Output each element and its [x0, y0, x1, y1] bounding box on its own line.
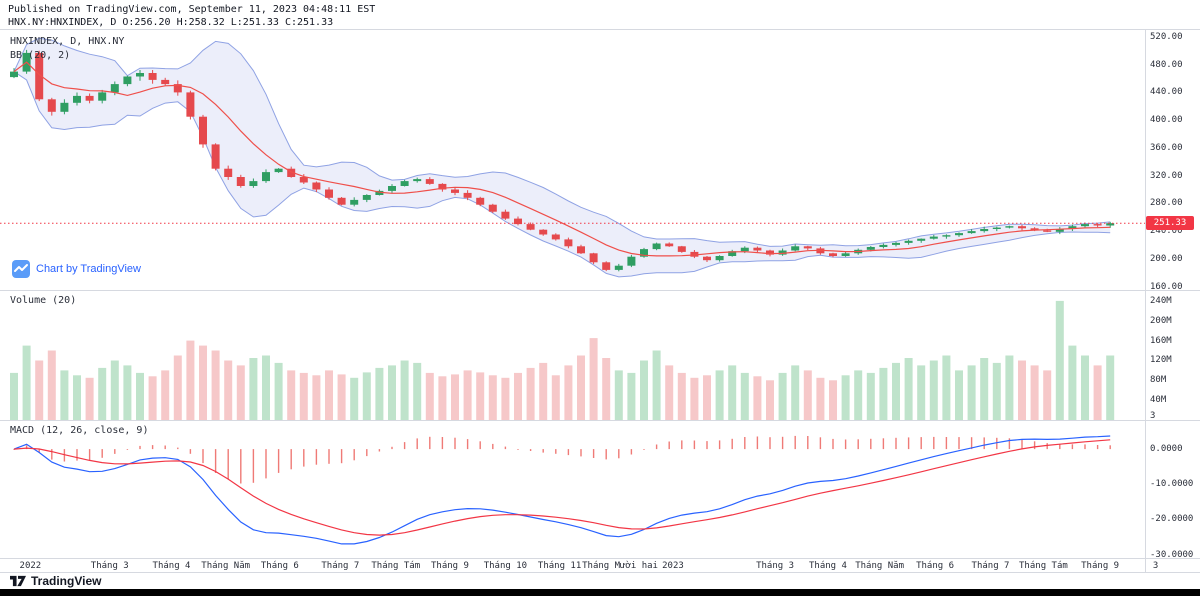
time-axis-label: 3 — [1152, 561, 1159, 571]
volume-legend: Volume (20) — [10, 295, 77, 306]
price-axis-label: 160.00 — [1150, 281, 1183, 292]
panel-border-volume-macd — [0, 420, 1200, 421]
macd-axis-label: 0.0000 — [1150, 444, 1183, 455]
time-axis-label: Tháng 3 — [90, 561, 129, 571]
footer-brand-text: TradingView — [31, 574, 102, 588]
footer-brand-link[interactable]: TradingView — [10, 573, 101, 589]
last-price-badge: 251.33 — [1146, 216, 1194, 231]
time-axis-label: Tháng 6 — [916, 561, 955, 571]
price-axis-label: 360.00 — [1150, 142, 1183, 153]
macd-axis-label: -10.0000 — [1150, 479, 1194, 490]
price-axis-label: 200.00 — [1150, 253, 1183, 264]
time-axis-label: Tháng 6 — [260, 561, 299, 571]
tradingview-footer-logo-icon — [10, 575, 26, 587]
price-axis-label: 240.00 — [1150, 226, 1183, 237]
published-line: Published on TradingView.com, September … — [8, 4, 376, 15]
symbol-ohlc-line: HNX.NY:HNXINDEX, D O:256.20 H:258.32 L:2… — [8, 17, 334, 28]
tradingview-logo-icon — [12, 260, 30, 278]
bottom-bar — [0, 589, 1200, 596]
time-axis-label: Tháng 4 — [152, 561, 191, 571]
time-axis-label: Tháng Năm — [201, 561, 251, 571]
symbol-legend: HNXINDEX, D, HNX.NY — [10, 36, 125, 47]
time-axis-label: Tháng 9 — [430, 561, 469, 571]
price-axis-label: 280.00 — [1150, 198, 1183, 209]
panel-border-above-footer — [0, 572, 1200, 573]
panel-border-price-volume — [0, 290, 1200, 291]
macd-axis-label: -20.0000 — [1150, 514, 1194, 525]
time-axis-label: Tháng Tám — [371, 561, 421, 571]
volume-axis-label: 200M — [1150, 315, 1172, 326]
time-axis-label: Tháng 7 — [971, 561, 1010, 571]
volume-axis-label: 160M — [1150, 335, 1172, 346]
macd-axis-label: -30.0000 — [1150, 549, 1194, 560]
time-axis-label: Tháng 4 — [808, 561, 847, 571]
volume-axis-label: 40M — [1150, 395, 1167, 406]
time-axis-label: Tháng Tám — [1019, 561, 1068, 571]
price-scale-border — [1145, 29, 1146, 573]
time-axis-label: 2023 — [662, 561, 684, 571]
macd-legend: MACD (12, 26, close, 9) — [10, 425, 149, 436]
time-axis-label: Tháng 9 — [1081, 561, 1120, 571]
tradingview-watermark-link[interactable]: Chart by TradingView — [12, 260, 141, 278]
time-axis-label: 2022 — [19, 561, 42, 571]
time-axis-label: Tháng 11 — [537, 561, 582, 571]
price-axis-label: 440.00 — [1150, 87, 1183, 98]
time-axis-label: Tháng 7 — [321, 561, 360, 571]
volume-scale-bottom-label: 3 — [1150, 411, 1156, 421]
volume-axis-label: 120M — [1150, 355, 1172, 366]
price-axis-label: 400.00 — [1150, 115, 1183, 126]
time-axis-label: Tháng 3 — [756, 561, 794, 571]
volume-axis-label: 80M — [1150, 375, 1167, 386]
price-pane-canvas — [0, 37, 1145, 278]
volume-axis-label: 240M — [1150, 295, 1172, 306]
volume-pane-canvas — [10, 300, 1115, 420]
time-axis-label: Tháng 10 — [483, 561, 528, 571]
panel-border-macd-timeaxis — [0, 558, 1200, 559]
time-axis-label: Tháng Mười hai — [582, 561, 658, 571]
price-axis-label: 520.00 — [1150, 31, 1183, 42]
macd-pane-canvas — [13, 435, 1111, 545]
price-axis-label: 320.00 — [1150, 170, 1183, 181]
time-axis: 2022 Tháng 3 Tháng 4 Tháng Năm Tháng 6 Tháng … — [0, 559, 1200, 574]
watermark-text: Chart by TradingView — [36, 263, 141, 275]
time-axis-label: Tháng Năm — [855, 561, 904, 571]
price-axis-label: 480.00 — [1150, 59, 1183, 70]
panel-border-top — [0, 29, 1200, 30]
bb-indicator-legend: BB (20, 2) — [10, 50, 71, 61]
